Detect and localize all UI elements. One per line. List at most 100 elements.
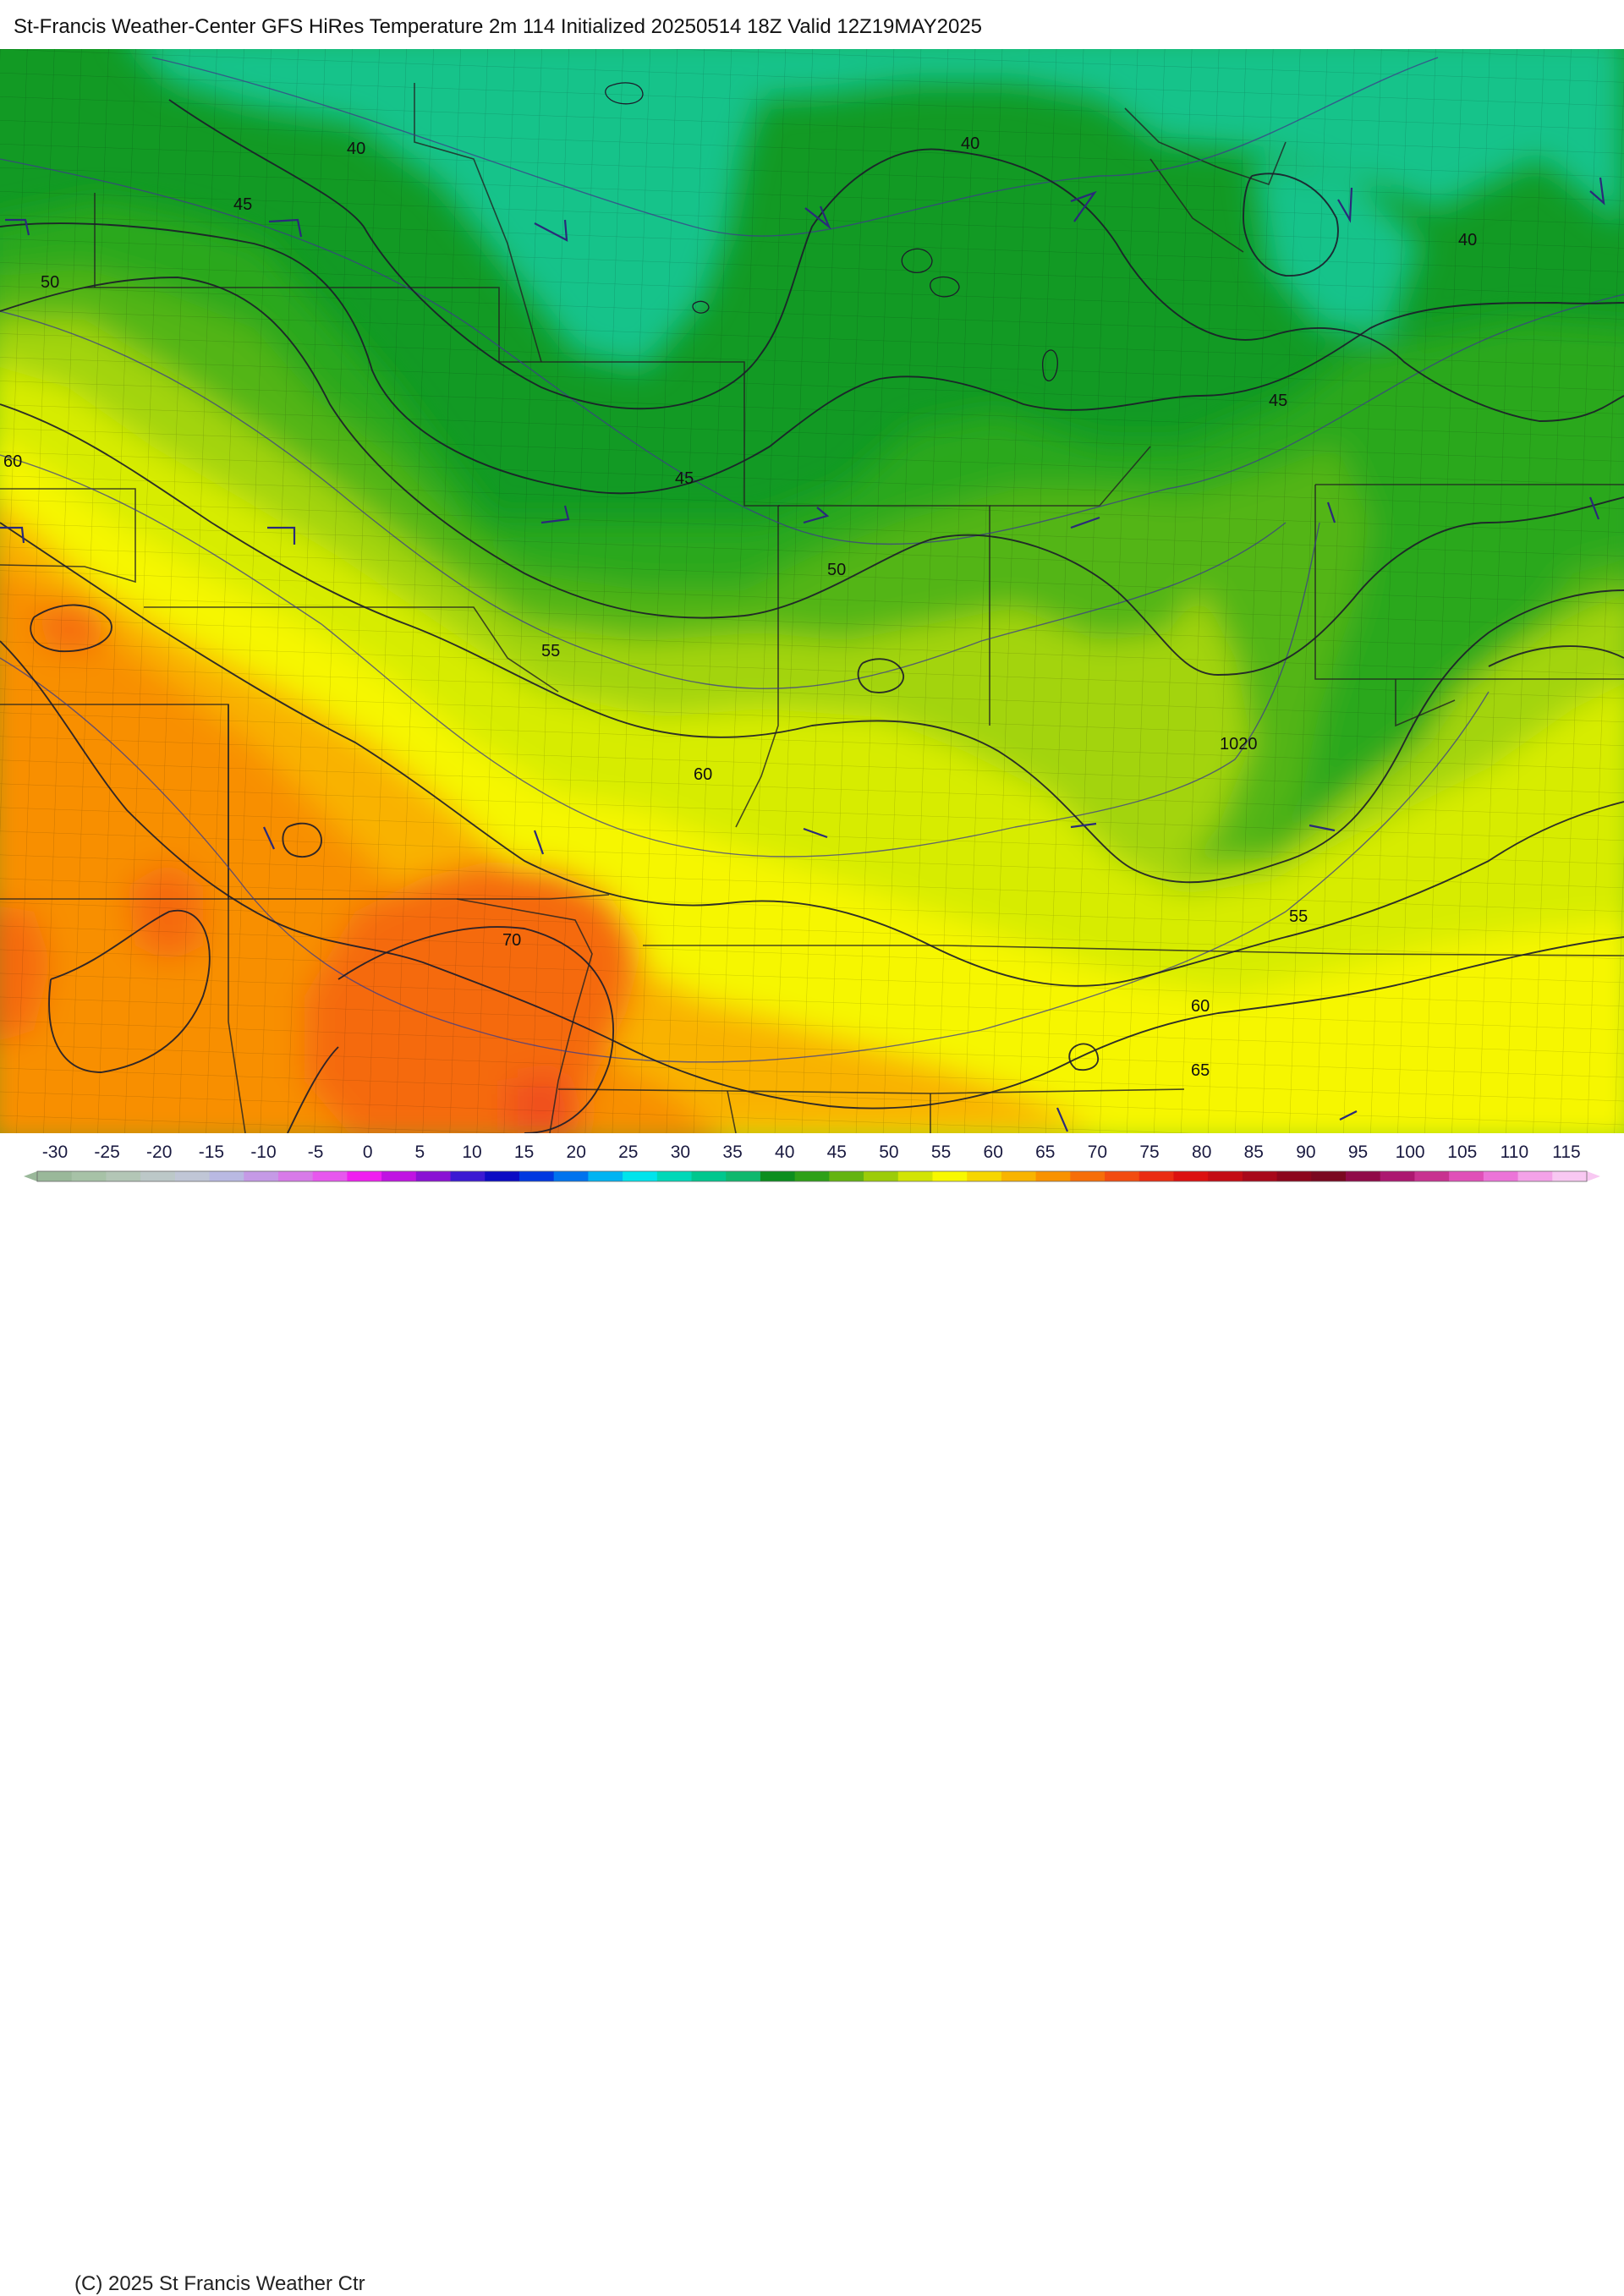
legend-swatch (1346, 1171, 1381, 1181)
legend-swatch (381, 1171, 417, 1181)
legend-tick-label: 15 (514, 1143, 534, 1162)
legend-swatch (691, 1171, 727, 1181)
legend-swatch (174, 1171, 211, 1181)
legend-min-arrow (24, 1171, 37, 1181)
legend-swatch (450, 1171, 486, 1181)
legend-tick-label: -10 (250, 1143, 276, 1162)
legend-swatch (864, 1171, 899, 1181)
legend-swatch (209, 1171, 244, 1181)
legend-swatch (760, 1171, 796, 1181)
legend-color-bar (24, 1170, 1600, 1182)
legend-swatch (794, 1171, 830, 1181)
isotherm-label: 60 (694, 765, 712, 784)
legend-tick-label: -15 (199, 1143, 224, 1162)
legend-tick-label: 90 (1296, 1143, 1315, 1162)
legend-tick-label: 50 (879, 1143, 898, 1162)
wind-barb (1337, 187, 1353, 223)
legend-swatch (415, 1171, 452, 1181)
wind-barb (5, 218, 30, 236)
legend-swatch (347, 1171, 382, 1181)
legend-swatch (71, 1171, 107, 1181)
legend-swatch (277, 1171, 314, 1181)
wind-barb (267, 526, 296, 545)
wind-barb (1326, 501, 1336, 523)
legend-swatch (1483, 1171, 1519, 1181)
legend-swatch (1380, 1171, 1416, 1181)
contour-labels: 40 45 50 40 40 45 45 50 55 60 60 70 55 6… (3, 134, 1477, 1080)
wind-barb (1070, 190, 1097, 222)
copyright-text: (C) 2025 St Francis Weather Ctr (74, 2272, 365, 2295)
legend-swatch (1449, 1171, 1484, 1181)
legend-swatch (967, 1171, 1002, 1181)
title-bar: St-Francis Weather-Center GFS HiRes Temp… (0, 0, 1624, 49)
legend-swatch (1173, 1171, 1209, 1181)
wind-barb (804, 205, 831, 230)
legend-tick-label: 25 (618, 1143, 638, 1162)
isotherm-label: 45 (233, 195, 252, 214)
legend-tick-label: 95 (1348, 1143, 1368, 1162)
isotherm-label: 60 (1191, 997, 1210, 1016)
legend-tick-label: 85 (1244, 1143, 1264, 1162)
wind-barb (1070, 516, 1100, 529)
wind-barbs (0, 177, 1605, 1132)
legend-tick-label: 100 (1396, 1143, 1425, 1162)
legend-swatch (518, 1171, 555, 1181)
wind-barb (803, 507, 830, 524)
legend-swatch (1105, 1171, 1140, 1181)
wind-barb (0, 526, 25, 544)
legend-outline (36, 1170, 1588, 1182)
legend-swatch (1414, 1171, 1450, 1181)
isotherm-label: 70 (502, 931, 521, 950)
wind-barb (540, 505, 570, 524)
isotherm-label: 40 (347, 140, 365, 158)
isotherm-label: 65 (1191, 1061, 1210, 1080)
legend-ticks: -30 -25 -20 -15 -10 -5 0 5 10 15 20 25 30 35 40 45 50 55 6… (42, 1143, 1581, 1162)
legend-swatch (37, 1171, 73, 1181)
legend-tick-label: 10 (462, 1143, 481, 1162)
legend-swatch (553, 1171, 589, 1181)
legend-tick-label: 70 (1088, 1143, 1107, 1162)
legend-tick-label: 65 (1035, 1143, 1055, 1162)
wind-barb (1309, 824, 1336, 832)
isotherm-label: 40 (1458, 231, 1477, 249)
color-legend: -30 -25 -20 -15 -10 -5 0 5 10 15 20 25 30 35 40 45 50 55 6… (0, 1133, 1624, 2295)
temperature-map: 40 45 50 40 40 45 45 50 55 60 60 70 55 6… (0, 32, 1624, 1148)
legend-swatch (312, 1171, 348, 1181)
isobar-label: 1020 (1220, 735, 1258, 753)
isotherm-label: 40 (961, 134, 979, 153)
legend-tick-label: 105 (1447, 1143, 1477, 1162)
legend-swatch (1138, 1171, 1175, 1181)
legend-swatch (726, 1171, 761, 1181)
isobars (0, 57, 1624, 1063)
wind-barb (268, 218, 303, 238)
legend-tick-label: -30 (42, 1143, 68, 1162)
legend-scale: -30 -25 -20 -15 -10 -5 0 5 10 15 20 25 30 35 40 45 50 55 6… (24, 1143, 1600, 1182)
isotherm-label: 45 (675, 469, 694, 488)
legend-max-arrow (1587, 1171, 1600, 1181)
legend-swatch (1276, 1171, 1312, 1181)
legend-swatch (244, 1171, 279, 1181)
wind-barb (533, 830, 545, 855)
legend-swatch (1208, 1171, 1243, 1181)
legend-swatch (106, 1171, 141, 1181)
isotherm-label: 45 (1269, 392, 1287, 410)
legend-swatch (140, 1171, 176, 1181)
legend-tick-label: 40 (775, 1143, 794, 1162)
wind-barb (1589, 177, 1605, 205)
legend-swatch (1001, 1171, 1037, 1181)
wind-barb (1339, 1110, 1358, 1121)
legend-tick-label: 75 (1139, 1143, 1159, 1162)
legend-swatch (932, 1171, 968, 1181)
legend-tick-label: 35 (722, 1143, 742, 1162)
legend-swatch (623, 1171, 658, 1181)
lake-outlines (605, 82, 1058, 381)
map-title: St-Francis Weather-Center GFS HiRes Temp… (14, 15, 983, 38)
legend-tick-label: 30 (671, 1143, 690, 1162)
legend-swatch (1552, 1171, 1588, 1181)
legend-swatch (1311, 1171, 1347, 1181)
wind-barb (803, 827, 828, 839)
legend-tick-label: -20 (146, 1143, 172, 1162)
legend-swatch (829, 1171, 864, 1181)
legend-tick-label: -5 (308, 1143, 324, 1162)
wind-barb (263, 826, 275, 850)
